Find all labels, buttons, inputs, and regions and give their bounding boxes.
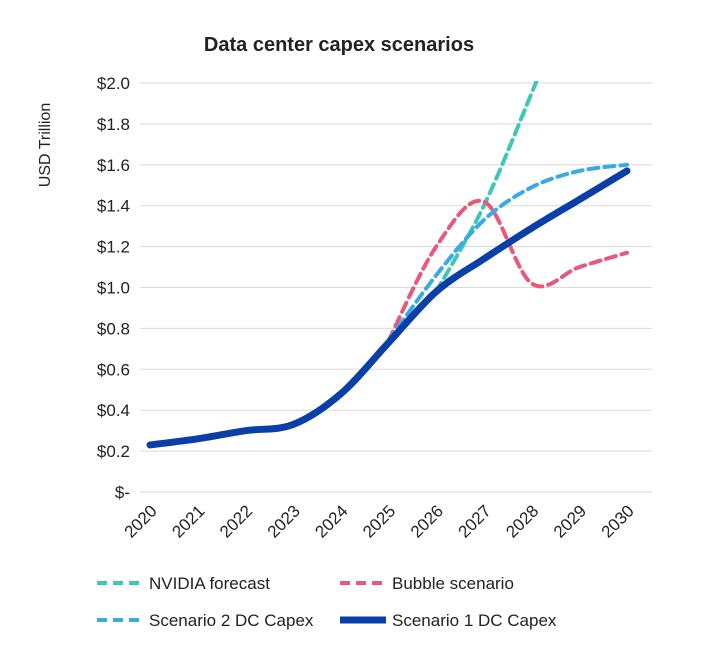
y-tick-label: $0.6 xyxy=(97,360,130,379)
x-tick-label: 2022 xyxy=(216,501,256,541)
y-tick-label: $2.0 xyxy=(97,74,130,93)
y-tick-label: $0.4 xyxy=(97,401,130,420)
legend-label: Bubble scenario xyxy=(392,574,514,593)
legend-label: NVIDIA forecast xyxy=(149,574,270,593)
y-tick-label: $- xyxy=(115,483,130,502)
chart-title: Data center capex scenarios xyxy=(204,34,474,56)
x-tick-label: 2025 xyxy=(359,501,399,541)
x-tick-label: 2028 xyxy=(502,501,542,541)
y-tick-label: $1.2 xyxy=(97,238,130,257)
y-tick-label: $0.2 xyxy=(97,442,130,461)
y-tick-label: $1.8 xyxy=(97,115,130,134)
series-line-0 xyxy=(434,81,539,294)
x-tick-label: 2020 xyxy=(121,501,161,541)
x-tick-label: 2027 xyxy=(455,501,495,541)
legend-label: Scenario 1 DC Capex xyxy=(392,611,557,630)
series-line-3 xyxy=(146,167,631,449)
x-tick-label: 2021 xyxy=(168,501,208,541)
y-tick-label: $1.0 xyxy=(97,279,130,298)
y-axis-label: USD Trillion xyxy=(37,103,54,187)
x-tick-label: 2023 xyxy=(264,501,304,541)
x-tick-label: 2026 xyxy=(407,501,447,541)
y-tick-label: $0.8 xyxy=(97,319,130,338)
y-tick-label: $1.6 xyxy=(97,156,130,175)
x-tick-label: 2030 xyxy=(598,501,638,541)
x-tick-label: 2024 xyxy=(311,501,351,541)
y-tick-label: $1.4 xyxy=(97,197,130,216)
series-line-1 xyxy=(386,198,629,343)
x-tick-label: 2029 xyxy=(550,501,590,541)
legend-label: Scenario 2 DC Capex xyxy=(149,611,314,630)
series-line-2 xyxy=(386,162,629,343)
